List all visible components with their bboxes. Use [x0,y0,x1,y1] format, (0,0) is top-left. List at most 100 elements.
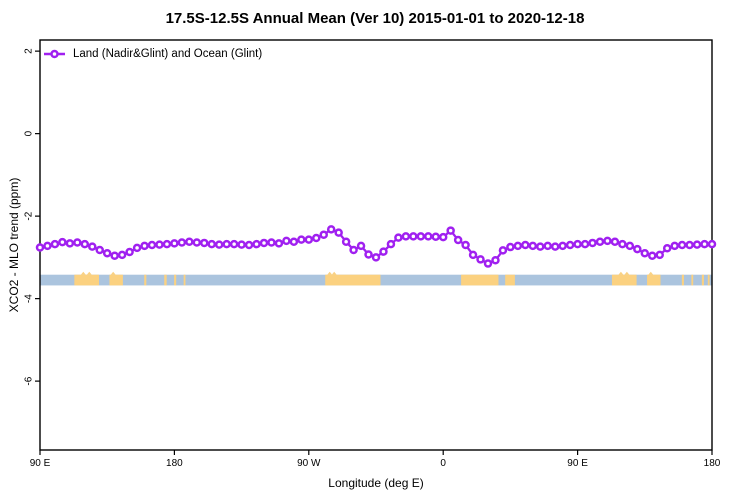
data-point [58,237,67,247]
data-point [498,246,508,255]
y-tick-label: 2 [24,48,35,54]
data-point [80,239,90,249]
land-segment [707,274,710,286]
land-peak [86,271,92,275]
data-point [304,235,314,244]
data-point [416,232,426,241]
data-point [446,226,455,235]
data-point [521,240,530,250]
data-point [677,240,687,250]
x-tick-label: 90 W [297,458,321,469]
land-segment [701,274,704,286]
x-tick-label: 90 E [30,458,51,469]
land-peak [618,271,624,275]
data-point [662,244,672,253]
data-point [192,238,202,247]
data-point [618,239,627,249]
data-point [274,239,284,248]
data-point [491,256,500,265]
data-point [312,233,321,243]
data-point [207,239,216,249]
x-axis-label: Longitude (deg E) [328,476,424,490]
land-segment [174,274,177,286]
data-point [610,237,620,246]
data-point [580,239,590,249]
data-point [147,240,157,250]
land-segment [144,274,147,286]
land-segment [505,274,515,286]
data-point [371,253,381,262]
data-point [483,259,493,268]
data-point [88,242,97,251]
data-point [214,240,224,249]
y-tick-label: 0 [24,130,35,136]
data-point [155,240,164,249]
data-point [424,232,433,241]
land-peak [110,271,116,275]
land-peak [80,271,86,275]
data-point [513,241,523,251]
x-tick-label: 180 [704,458,721,469]
legend-label: Land (Nadir&Glint) and Ocean (Glint) [73,48,263,60]
data-point [506,242,515,252]
land-segment [325,274,381,286]
chart-title: 17.5S-12.5S Annual Mean (Ver 10) 2015-01… [165,10,585,27]
y-tick-label: -2 [24,211,35,220]
data-point [334,228,343,237]
data-point [565,240,575,250]
data-point [132,243,142,253]
data-point [528,241,538,251]
data-point [289,237,299,246]
data-point [550,242,560,251]
land-segment [461,274,499,286]
data-point [588,238,597,248]
land-segment [691,274,694,286]
data-point [461,240,470,250]
data-point [707,239,717,249]
y-axis-label: XCO2 - MLO trend (ppm) [7,177,21,313]
land-segment [164,274,167,286]
data-point [356,241,366,251]
data-point [177,238,187,247]
land-segment [681,274,684,286]
data-point [453,235,463,245]
data-point [603,236,612,246]
data-point [625,241,635,251]
data-point [476,255,485,264]
land-peak [648,271,654,275]
data-point [379,247,388,256]
x-tick-label: 0 [440,458,446,469]
data-point [50,239,60,249]
data-point [543,241,552,251]
data-point [162,239,172,249]
land-segment [611,274,637,286]
data-point [670,241,679,251]
data-point [386,239,396,249]
data-point [259,238,269,248]
data-point [558,241,567,251]
data-point [326,225,336,234]
data-point [640,248,650,258]
data-point [319,230,328,239]
data-point [685,240,694,250]
data-point [222,239,231,249]
data-point [65,239,75,248]
data-point [655,250,664,260]
data-point [401,232,411,241]
data-point [110,251,119,260]
data-point [117,250,127,260]
x-tick-label: 180 [166,458,183,469]
data-point [185,237,194,246]
data-point [349,245,358,255]
data-point [252,239,261,249]
data-point [244,240,254,250]
land-segment [109,274,123,286]
data-point [468,250,478,260]
data-point [648,251,657,260]
data-point [102,248,112,258]
data-point [170,239,179,248]
data-point [267,238,276,247]
land-peak [624,271,630,275]
